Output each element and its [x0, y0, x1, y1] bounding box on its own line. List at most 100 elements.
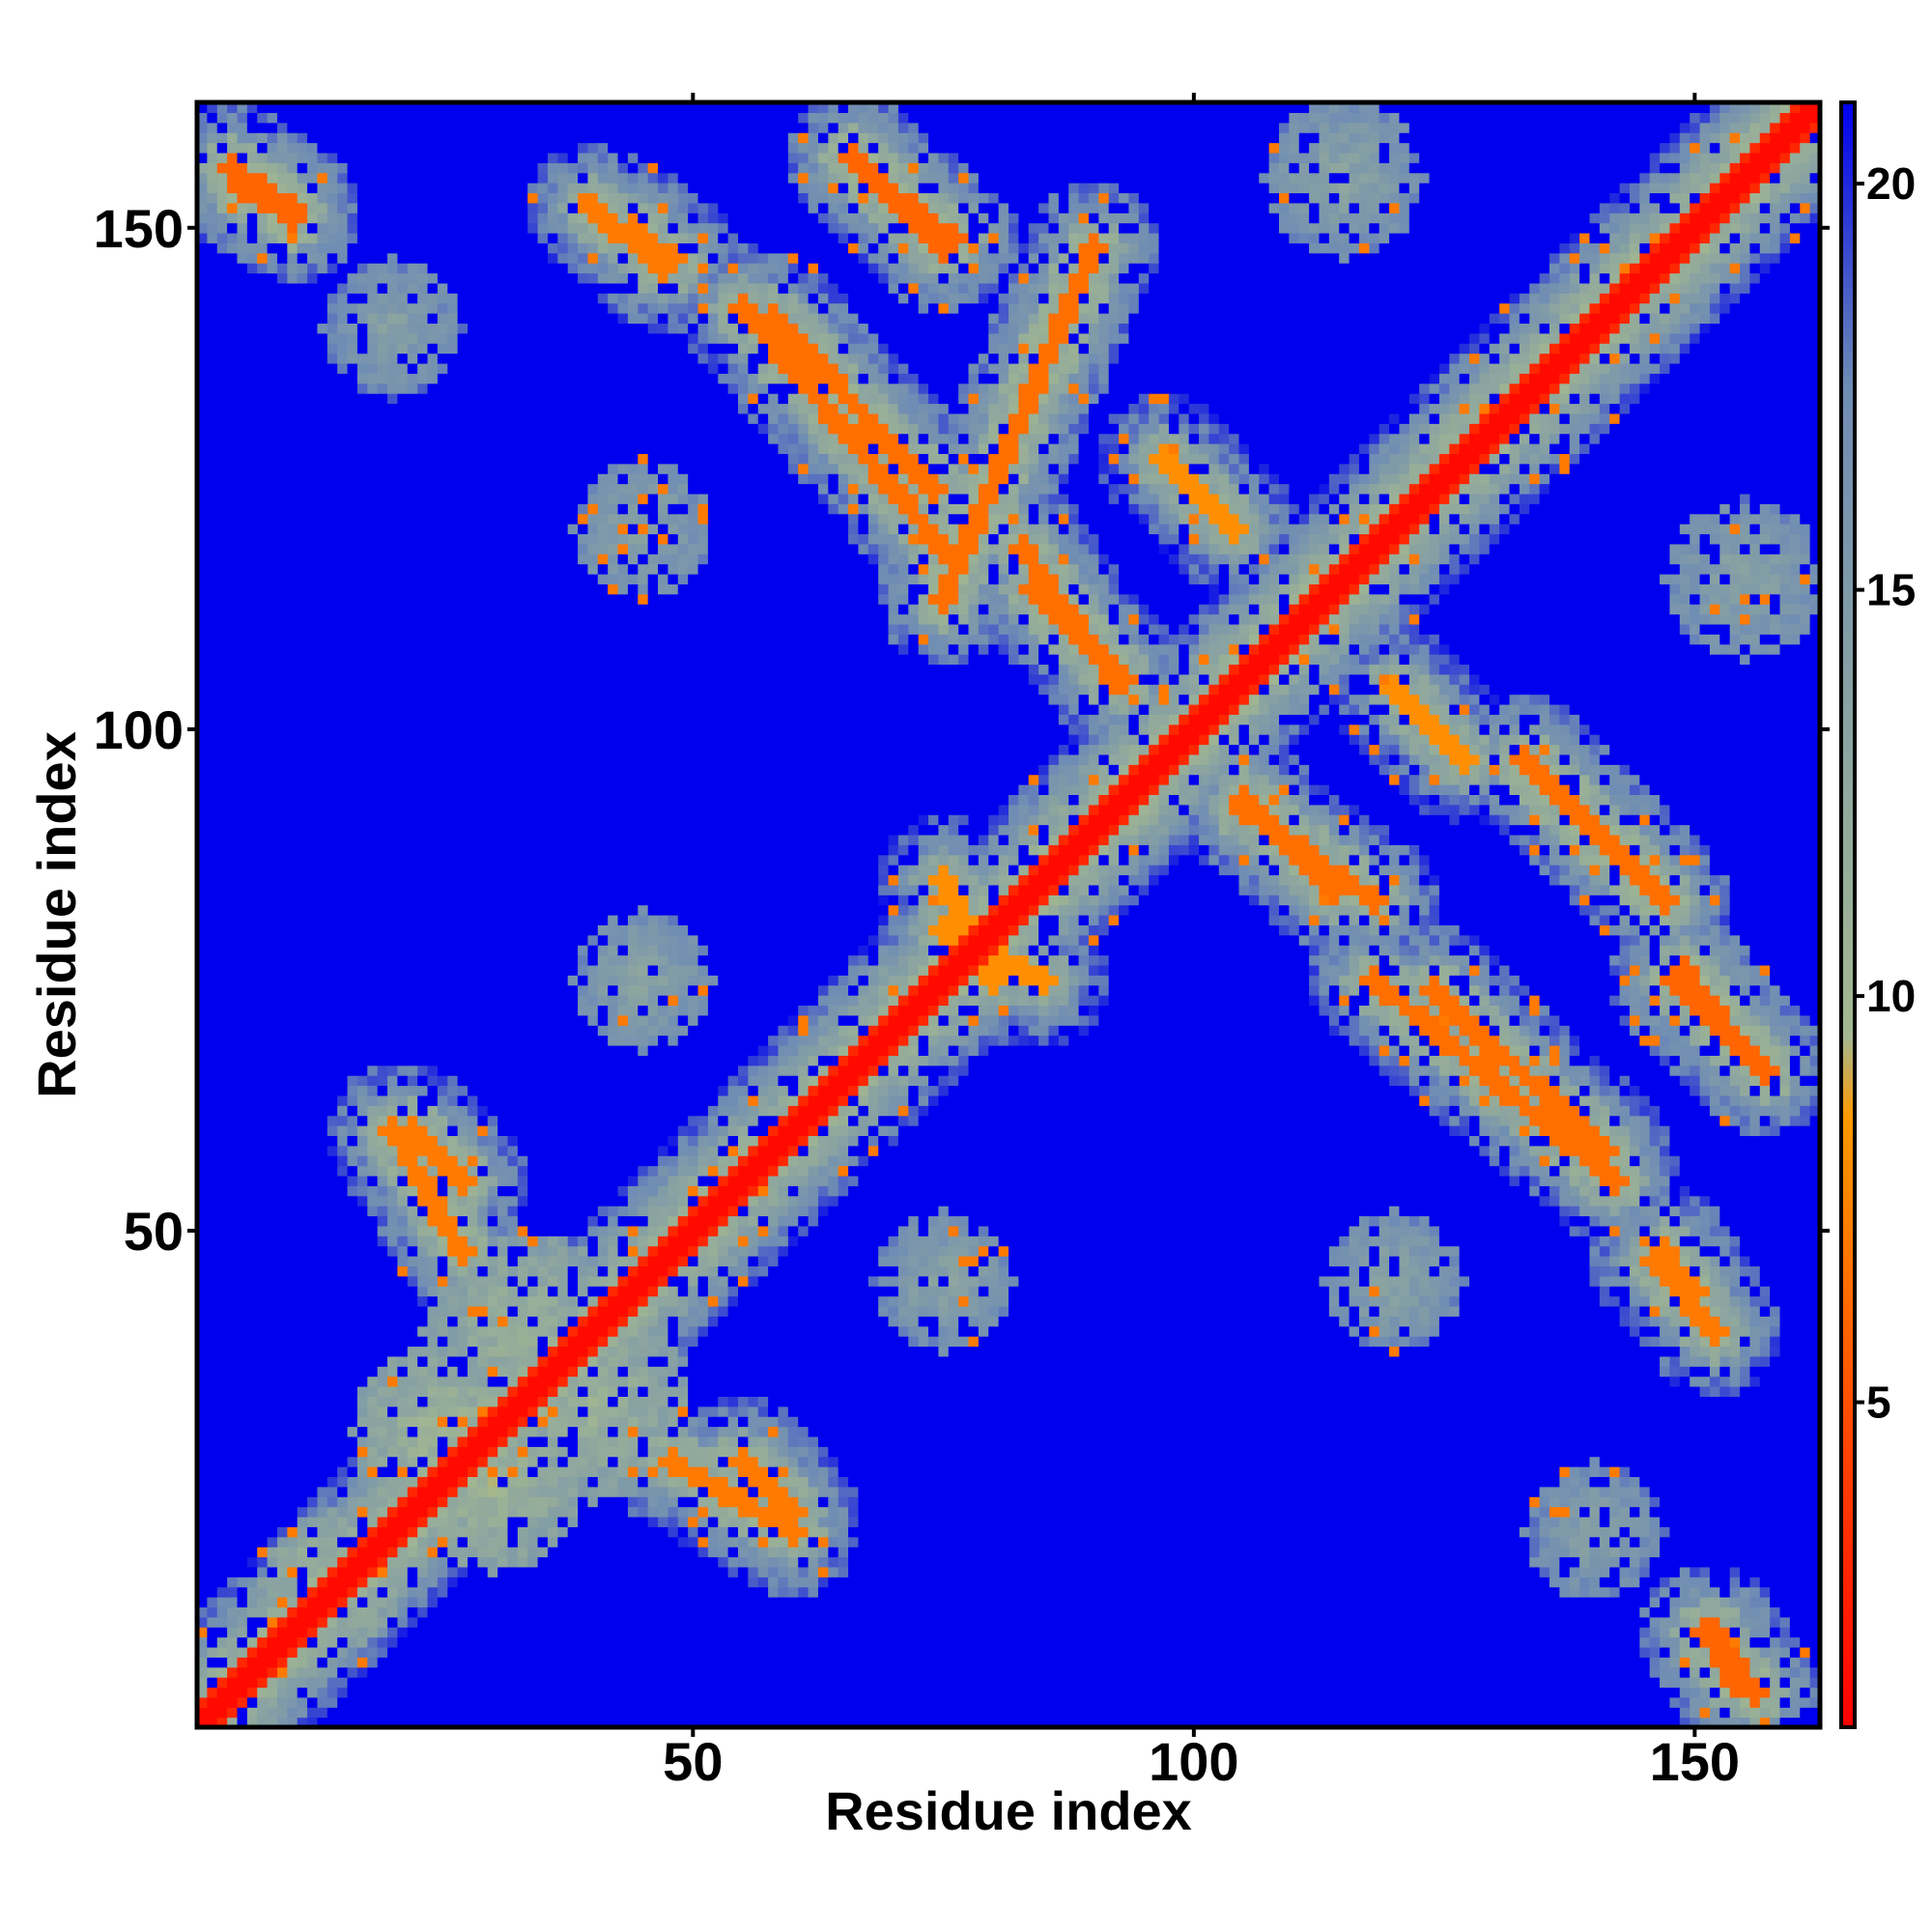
heatmap-cell — [1709, 924, 1720, 936]
heatmap-cell — [848, 1005, 860, 1016]
heatmap-cell — [718, 1225, 729, 1236]
heatmap-cell — [1740, 1125, 1751, 1137]
heatmap-cell — [1068, 964, 1080, 976]
heatmap-cell — [658, 1435, 669, 1447]
heatmap-cell — [1740, 984, 1751, 996]
heatmap-cell — [638, 1044, 649, 1056]
heatmap-cell — [787, 1586, 799, 1598]
heatmap-cell — [1639, 1556, 1651, 1568]
heatmap-cell — [1679, 1256, 1690, 1266]
heatmap-cell — [447, 1195, 459, 1207]
heatmap-cell — [1369, 1256, 1380, 1266]
heatmap-cell — [1449, 945, 1470, 956]
heatmap-cell — [948, 904, 970, 916]
heatmap-cell — [617, 1236, 629, 1247]
heatmap-cell — [1770, 1125, 1781, 1137]
heatmap-cell — [627, 1236, 639, 1247]
heatmap-cell — [1629, 1516, 1640, 1527]
heatmap-cell — [1349, 964, 1360, 976]
heatmap-cell — [1088, 975, 1110, 986]
heatmap-cell — [487, 1366, 498, 1378]
heatmap-cell — [1770, 1286, 1821, 1297]
heatmap-cell — [1759, 1586, 1771, 1598]
heatmap-cell — [1559, 1566, 1571, 1577]
heatmap-cell — [778, 1536, 789, 1548]
heatmap-cell — [437, 1556, 448, 1568]
heatmap-cell — [938, 1305, 950, 1317]
heatmap-cell — [1679, 1236, 1701, 1247]
heatmap-cell — [647, 995, 659, 1007]
heatmap-cell — [1729, 1707, 1741, 1719]
heatmap-cell — [1699, 844, 1711, 856]
heatmap-cell — [778, 1155, 789, 1167]
heatmap-cell — [1770, 1295, 1821, 1307]
heatmap-cell — [1779, 984, 1821, 996]
heatmap-cell — [1770, 964, 1821, 976]
heatmap-cell — [757, 1085, 769, 1096]
heatmap-cell — [347, 1155, 358, 1167]
heatmap-cell — [888, 865, 899, 876]
heatmap-cell — [477, 1236, 489, 1247]
heatmap-cell — [1108, 964, 1310, 976]
heatmap-cell — [457, 1486, 469, 1497]
heatmap-cell — [638, 1355, 649, 1367]
heatmap-cell — [908, 915, 920, 925]
heatmap-cell — [1629, 924, 1640, 936]
heatmap-cell — [1419, 1245, 1431, 1257]
heatmap-cell — [437, 1075, 448, 1087]
heatmap-cell — [1589, 1225, 1610, 1236]
heatmap-cell — [356, 1456, 368, 1467]
heatmap-cell — [617, 1185, 629, 1197]
heatmap-cell — [1048, 995, 1060, 1007]
heatmap-cell — [817, 1526, 829, 1538]
heatmap-cell — [1719, 945, 1731, 956]
heatmap-cell — [1699, 1275, 1711, 1287]
heatmap-cell — [307, 1666, 319, 1678]
heatmap-cell — [1399, 1245, 1410, 1257]
heatmap-cell — [457, 1406, 469, 1417]
heatmap-cell — [578, 1295, 589, 1307]
heatmap-cell — [867, 1025, 879, 1037]
heatmap-cell — [377, 1185, 388, 1197]
heatmap-cell — [1669, 1627, 1681, 1638]
heatmap-cell — [297, 1687, 308, 1698]
heatmap-cell — [1408, 1275, 1420, 1287]
heatmap-cell — [968, 1044, 980, 1056]
heatmap-cell — [608, 1256, 619, 1266]
heatmap-cell — [908, 1325, 920, 1337]
heatmap-cell — [1669, 1185, 1681, 1197]
heatmap-cell — [197, 1717, 218, 1728]
heatmap-cell — [377, 1225, 388, 1236]
heatmap-cell — [1609, 1516, 1621, 1527]
heatmap-cell — [1349, 824, 1360, 836]
heatmap-cell — [617, 1215, 649, 1227]
heatmap-cell — [1319, 934, 1330, 946]
heatmap-cell — [197, 1346, 409, 1357]
heatmap-cell — [457, 1265, 469, 1277]
heatmap-cell — [1679, 1005, 1690, 1016]
heatmap-cell — [1108, 954, 1310, 966]
heatmap-cell — [828, 1486, 839, 1497]
heatmap-cell — [638, 1435, 649, 1447]
heatmap-cell — [427, 1396, 439, 1407]
heatmap-cell — [1609, 1566, 1621, 1577]
heatmap-cell — [918, 884, 929, 895]
heatmap-cell — [1749, 1085, 1761, 1096]
heatmap-cell — [367, 1476, 379, 1488]
heatmap-cell — [1369, 1215, 1380, 1227]
heatmap-cell — [1419, 1275, 1431, 1287]
heatmap-cell — [557, 1446, 569, 1458]
heatmap-cell — [1629, 834, 1640, 845]
heatmap-cell — [1579, 1486, 1591, 1497]
heatmap-cell — [948, 1275, 959, 1287]
heatmap-cell — [978, 844, 989, 856]
heatmap-cell — [1669, 874, 1681, 886]
heatmap-cell — [948, 1044, 959, 1056]
heatmap-cell — [1519, 834, 1530, 845]
heatmap-cell — [1058, 1014, 1069, 1026]
heatmap-cell — [1649, 1616, 1661, 1628]
heatmap-cell — [1789, 1065, 1801, 1076]
heatmap-cell — [1629, 1305, 1640, 1317]
heatmap-cell — [417, 1085, 429, 1096]
heatmap-cell — [587, 1005, 599, 1016]
